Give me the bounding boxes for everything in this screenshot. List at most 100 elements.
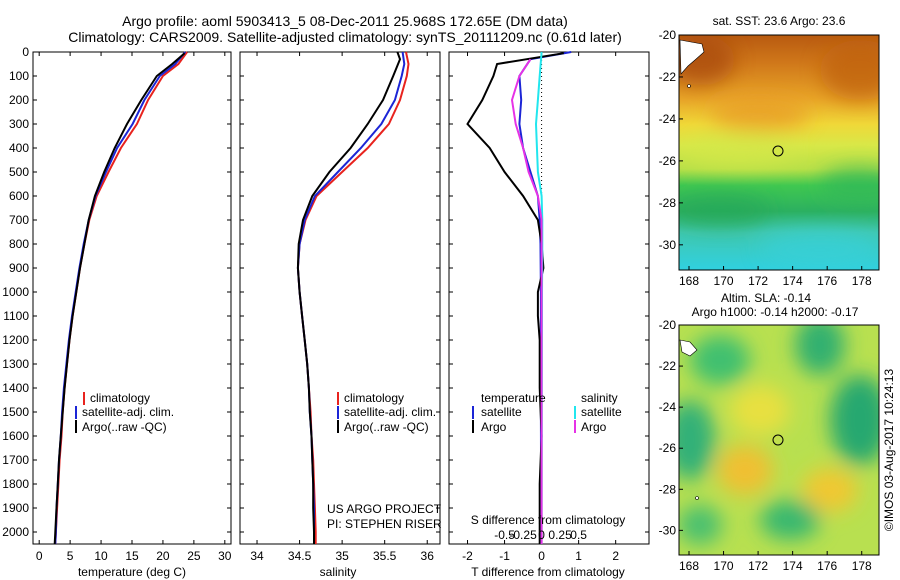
temperature-legend: climatology satellite-adj. clim. Argo(..…	[75, 391, 174, 434]
sla-map-title-2: Argo h1000: -0.14 h2000: -0.17	[692, 305, 859, 319]
y-tick-label: 100	[9, 69, 29, 83]
legend-argo: Argo(..raw -QC)	[344, 420, 429, 434]
difference-legend: temperature salinity satellite Argo sate…	[472, 391, 622, 434]
y-tick-label: 1800	[2, 477, 29, 491]
map-x-tick-label: 174	[783, 559, 803, 573]
s-tick-label: -0.5	[494, 528, 515, 542]
map-y-tick-label: -24	[659, 400, 677, 414]
x-tick-label: 30	[218, 549, 232, 563]
legend-satellite: satellite-adj. clim.	[82, 405, 174, 419]
series-line-argo-raw-qc-	[296, 51, 402, 544]
x-tick-label: -1	[499, 549, 510, 563]
legend-t-satellite: satellite	[481, 405, 522, 419]
argo-position-marker	[772, 145, 784, 157]
map-x-tick-label: 168	[679, 559, 699, 573]
y-tick-label: 400	[9, 141, 29, 155]
y-tick-label: 300	[9, 117, 29, 131]
map-x-tick-label: 170	[714, 274, 734, 288]
sst-map-title: sat. SST: 23.6 Argo: 23.6	[713, 14, 846, 28]
y-tick-label: 600	[9, 189, 29, 203]
x-tick-label: 0	[538, 549, 545, 563]
map-x-tick-label: 176	[817, 274, 837, 288]
map-x-tick-label: 172	[748, 274, 768, 288]
map-y-tick-label: -26	[659, 154, 677, 168]
s-tick-label: 0.5	[570, 528, 587, 542]
annotation-project: US ARGO PROJECT	[327, 502, 442, 516]
x-tick-label: 2	[612, 549, 619, 563]
temperature-panel: 0100200300400500600700800900100011001200…	[2, 45, 232, 579]
map-y-tick-label: -24	[659, 112, 677, 126]
legend-satellite: satellite-adj. clim.	[344, 405, 436, 419]
s-tick-label: 0.25	[548, 528, 572, 542]
y-tick-label: 1300	[2, 357, 29, 371]
x-tick-label: 35.5	[373, 549, 397, 563]
y-tick-label: 1600	[2, 429, 29, 443]
map-x-tick-label: 176	[817, 559, 837, 573]
x-tick-label: 25	[187, 549, 201, 563]
map-x-tick-label: 174	[783, 274, 803, 288]
y-tick-label: 1100	[3, 309, 29, 323]
legend-s-argo: Argo	[581, 420, 607, 434]
map-x-tick-label: 170	[714, 559, 734, 573]
series-line-argo	[466, 52, 564, 544]
title-line-1: Argo profile: aoml 5903413_5 08-Dec-2011…	[122, 13, 568, 29]
map-y-tick-label: -30	[659, 523, 677, 537]
x-tick-label: 36	[421, 549, 435, 563]
legend-s-satellite: satellite	[581, 405, 622, 419]
salinity-xlabel: salinity	[320, 565, 357, 579]
y-tick-label: 1000	[2, 285, 29, 299]
x-tick-label: 5	[67, 549, 74, 563]
s-difference-xlabel: S difference from climatology	[471, 513, 626, 527]
x-tick-label: 34.5	[288, 549, 312, 563]
map-y-tick-label: -20	[659, 28, 677, 42]
series-line-argo-raw-qc-	[53, 52, 186, 545]
y-tick-label: 1200	[2, 333, 29, 347]
salinity-legend: climatology satellite-adj. clim. Argo(..…	[337, 391, 436, 434]
x-tick-label: 0	[36, 549, 43, 563]
y-tick-label: 900	[9, 261, 29, 275]
x-tick-label: 34	[250, 549, 264, 563]
y-tick-label: 1400	[2, 381, 29, 395]
t-difference-xlabel: T difference from climatology	[471, 565, 625, 579]
legend-t-argo: Argo	[481, 420, 507, 434]
series-line-argo	[510, 58, 543, 544]
legend-argo: Argo(..raw -QC)	[82, 420, 167, 434]
difference-panel: -2 -1 0 1 2 temperature salinity satellite A…	[448, 51, 650, 579]
imos-credit: ©IMOS 03-Aug-2017 10:24:13	[882, 369, 896, 532]
y-tick-label: 800	[9, 237, 29, 251]
legend-temperature-title: temperature	[481, 391, 546, 405]
x-tick-label: 1	[575, 549, 582, 563]
sla-map: Altim. SLA: -0.14 Argo h1000: -0.14 h200…	[659, 291, 880, 573]
map-y-tick-label: -30	[659, 238, 677, 252]
map-y-tick-label: -28	[659, 482, 677, 496]
y-tick-label: 1500	[2, 405, 29, 419]
map-y-tick-label: -28	[659, 196, 677, 210]
legend-salinity-title: salinity	[581, 391, 618, 405]
salinity-panel: 34 34.5 35 35.5 36 climatology satellite-adj…	[239, 51, 442, 579]
argo-position-marker	[772, 434, 784, 446]
temperature-xlabel: temperature (deg C)	[78, 565, 186, 579]
y-tick-label: 500	[9, 165, 29, 179]
map-y-tick-label: -22	[659, 70, 677, 84]
map-x-tick-label: 168	[679, 274, 699, 288]
map-x-tick-label: 178	[852, 274, 872, 288]
sla-map-title-1: Altim. SLA: -0.14	[721, 291, 811, 305]
x-tick-label: 10	[94, 549, 108, 563]
annotation-pi: PI: STEPHEN RISER	[327, 517, 442, 531]
x-tick-label: 20	[156, 549, 170, 563]
map-x-tick-label: 172	[748, 559, 768, 573]
y-tick-label: 0	[22, 45, 29, 59]
title-line-2: Climatology: CARS2009. Satellite-adjuste…	[68, 29, 622, 45]
y-tick-label: 2000	[2, 525, 29, 539]
map-y-tick-label: -20	[659, 318, 677, 332]
s-tick-label: -0.25	[509, 528, 537, 542]
legend-climatology: climatology	[90, 391, 150, 405]
legend-climatology: climatology	[344, 391, 404, 405]
x-tick-label: 15	[125, 549, 139, 563]
x-tick-label: -2	[462, 549, 473, 563]
y-tick-label: 200	[9, 93, 29, 107]
s-tick-label: 0	[538, 528, 545, 542]
map-y-tick-label: -26	[659, 441, 677, 455]
sst-map: sat. SST: 23.6 Argo: 23.6 -20 -22 -24 -26 -2…	[659, 14, 880, 288]
